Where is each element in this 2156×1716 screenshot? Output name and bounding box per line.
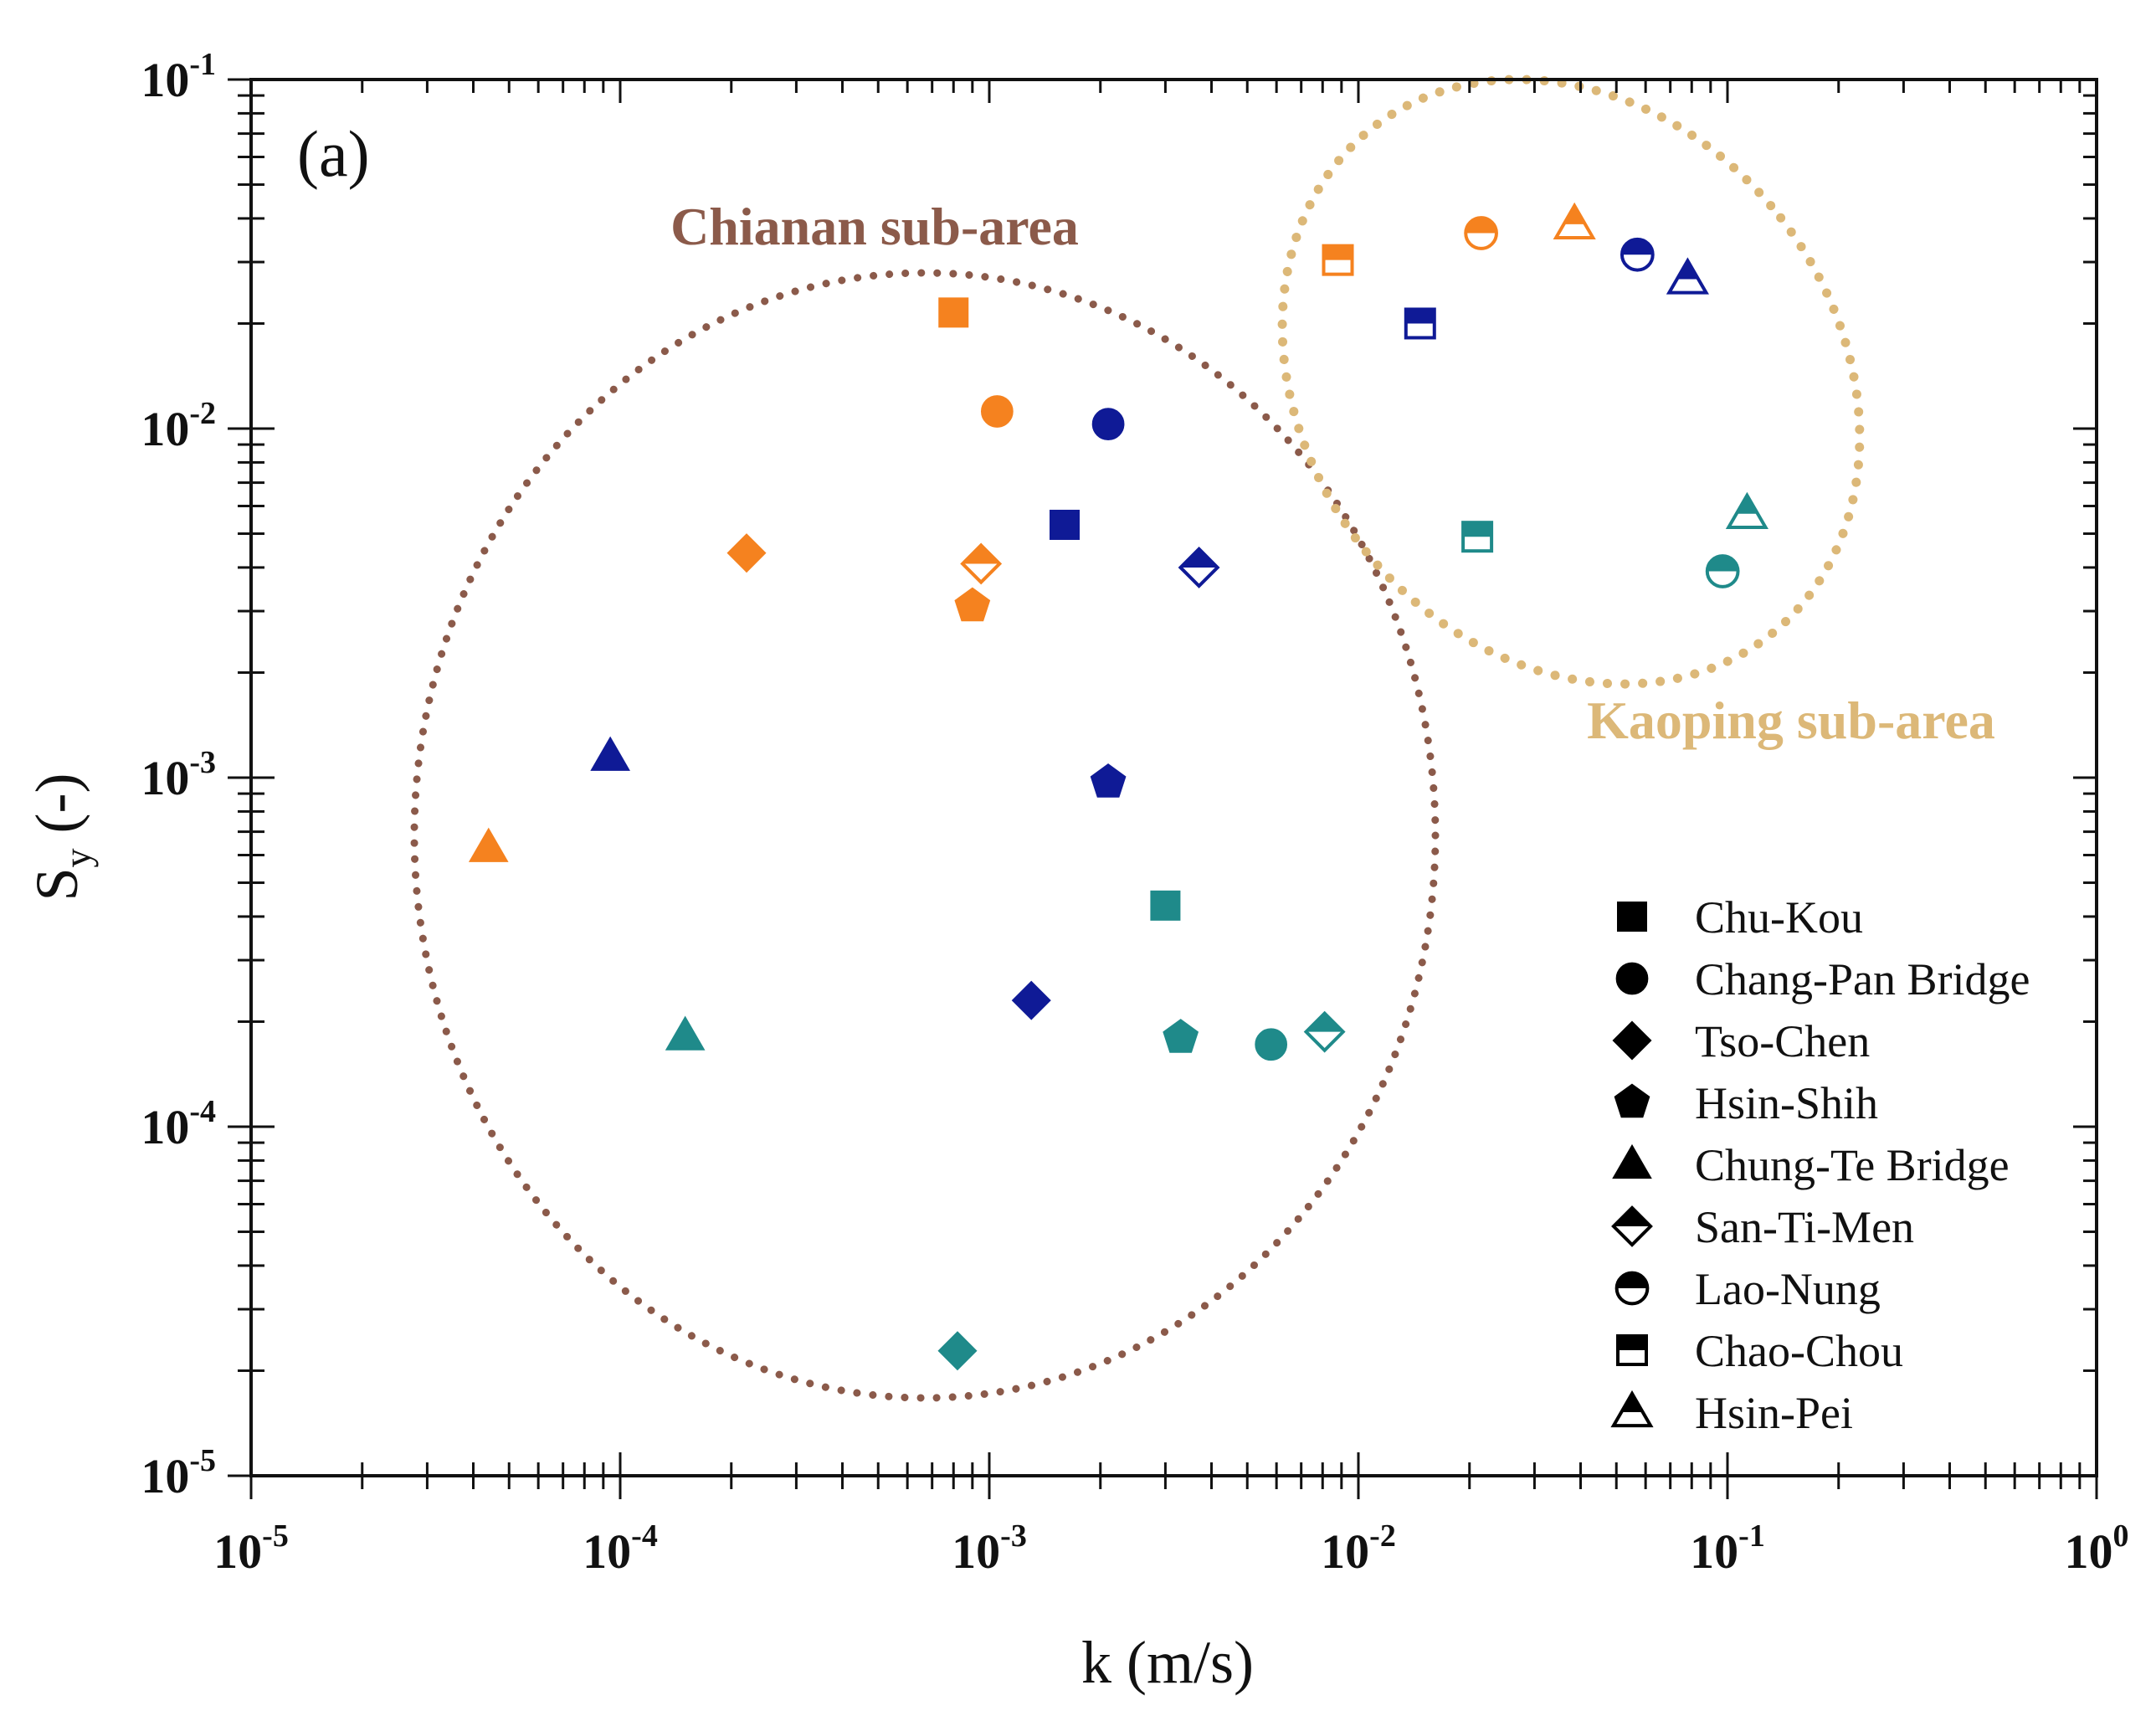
data-point-san-ti-men bbox=[1178, 547, 1220, 588]
data-point-hsin-pei bbox=[1725, 491, 1768, 529]
data-points-layer bbox=[468, 202, 1768, 1371]
legend-label-lao-nung: Lao-Nung bbox=[1695, 1264, 1881, 1314]
y-tick-label: 10-2 bbox=[141, 396, 216, 456]
y-axis-label: Sy (-) bbox=[23, 773, 99, 902]
legend-label-hsin-shih: Hsin-Shih bbox=[1695, 1078, 1878, 1128]
data-point-hsin-shih bbox=[1090, 763, 1127, 798]
legend-marker-hsin-shih bbox=[1614, 1083, 1650, 1118]
data-point-chu-kou bbox=[938, 297, 969, 328]
region-layer bbox=[410, 74, 1865, 1402]
data-point-tso-chen bbox=[937, 1331, 978, 1371]
axes-layer: 10-5 10-4 10-3 10-2 10-1 100 10-5 10-4 10-3 10-2 1… bbox=[141, 47, 2128, 1579]
data-point-chao-chou bbox=[1322, 244, 1354, 276]
legend-marker-chung-te-bridge bbox=[1612, 1143, 1652, 1179]
data-point-chung-te-bridge bbox=[665, 1015, 706, 1051]
legend-label-chu-kou: Chu-Kou bbox=[1695, 892, 1863, 943]
data-point-lao-nung bbox=[1620, 237, 1655, 272]
legend-marker-chao-chou bbox=[1616, 1334, 1648, 1366]
data-point-chao-chou bbox=[1461, 521, 1494, 553]
legend-marker-san-ti-men bbox=[1611, 1205, 1653, 1247]
x-tick-label: 10-2 bbox=[1321, 1518, 1396, 1579]
legend-label-hsin-pei: Hsin-Pei bbox=[1695, 1388, 1853, 1438]
legend-marker-tso-chen bbox=[1612, 1020, 1652, 1061]
y-tick-label: 10-3 bbox=[141, 745, 216, 805]
x-tick-label: 10-4 bbox=[583, 1518, 658, 1579]
data-point-chao-chou bbox=[1404, 307, 1436, 340]
data-point-tso-chen bbox=[1011, 980, 1051, 1020]
x-tick-label: 10-3 bbox=[952, 1518, 1027, 1579]
data-point-tso-chen bbox=[726, 533, 767, 573]
region-ellipse-chianan bbox=[410, 269, 1440, 1402]
data-point-lao-nung bbox=[1705, 554, 1740, 588]
data-point-chung-te-bridge bbox=[590, 736, 630, 771]
legend-marker-chu-kou bbox=[1617, 902, 1647, 932]
data-point-chu-kou bbox=[1150, 890, 1181, 921]
legend-label-chung-te-bridge: Chung-Te Bridge bbox=[1695, 1140, 2010, 1190]
data-point-lao-nung bbox=[1464, 216, 1498, 250]
data-point-chung-te-bridge bbox=[468, 827, 509, 862]
data-point-hsin-pei bbox=[1666, 257, 1709, 295]
legend: Chu-Kou Chang-Pan Bridge Tso-Chen Hsin-Shih… bbox=[1610, 892, 2030, 1438]
y-tick-label: 10-5 bbox=[141, 1443, 216, 1503]
region-ellipse-kaoping bbox=[1277, 74, 1865, 689]
y-tick-label: 10-4 bbox=[141, 1094, 216, 1154]
panel-label: (a) bbox=[297, 117, 370, 190]
data-point-hsin-pei bbox=[1553, 202, 1596, 240]
legend-label-chao-chou: Chao-Chou bbox=[1695, 1326, 1903, 1376]
data-point-chang-pan-bridge bbox=[980, 395, 1014, 428]
legend-label-chang-pan-bridge: Chang-Pan Bridge bbox=[1695, 954, 2030, 1004]
data-point-san-ti-men bbox=[1303, 1010, 1346, 1053]
x-tick-label: 100 bbox=[2065, 1518, 2129, 1579]
data-point-hsin-shih bbox=[954, 587, 991, 622]
legend-label-san-ti-men: San-Ti-Men bbox=[1695, 1202, 1914, 1252]
data-point-chu-kou bbox=[1050, 509, 1081, 540]
x-tick-label: 10-1 bbox=[1690, 1518, 1765, 1579]
region-label-kaoping: Kaoping sub-area bbox=[1587, 691, 1995, 750]
region-label-chianan: Chianan sub-area bbox=[670, 197, 1079, 256]
x-axis-label: k (m/s) bbox=[1081, 1629, 1254, 1696]
y-tick-label: 10-1 bbox=[141, 47, 216, 107]
x-tick-label: 10-5 bbox=[213, 1518, 289, 1579]
data-point-san-ti-men bbox=[960, 542, 1003, 585]
legend-marker-hsin-pei bbox=[1610, 1390, 1654, 1428]
data-point-hsin-shih bbox=[1163, 1019, 1199, 1053]
data-point-chang-pan-bridge bbox=[1255, 1028, 1288, 1061]
legend-marker-lao-nung bbox=[1614, 1271, 1650, 1306]
legend-marker-chang-pan-bridge bbox=[1615, 962, 1649, 995]
legend-label-tso-chen: Tso-Chen bbox=[1695, 1016, 1870, 1066]
data-point-chang-pan-bridge bbox=[1091, 408, 1125, 441]
